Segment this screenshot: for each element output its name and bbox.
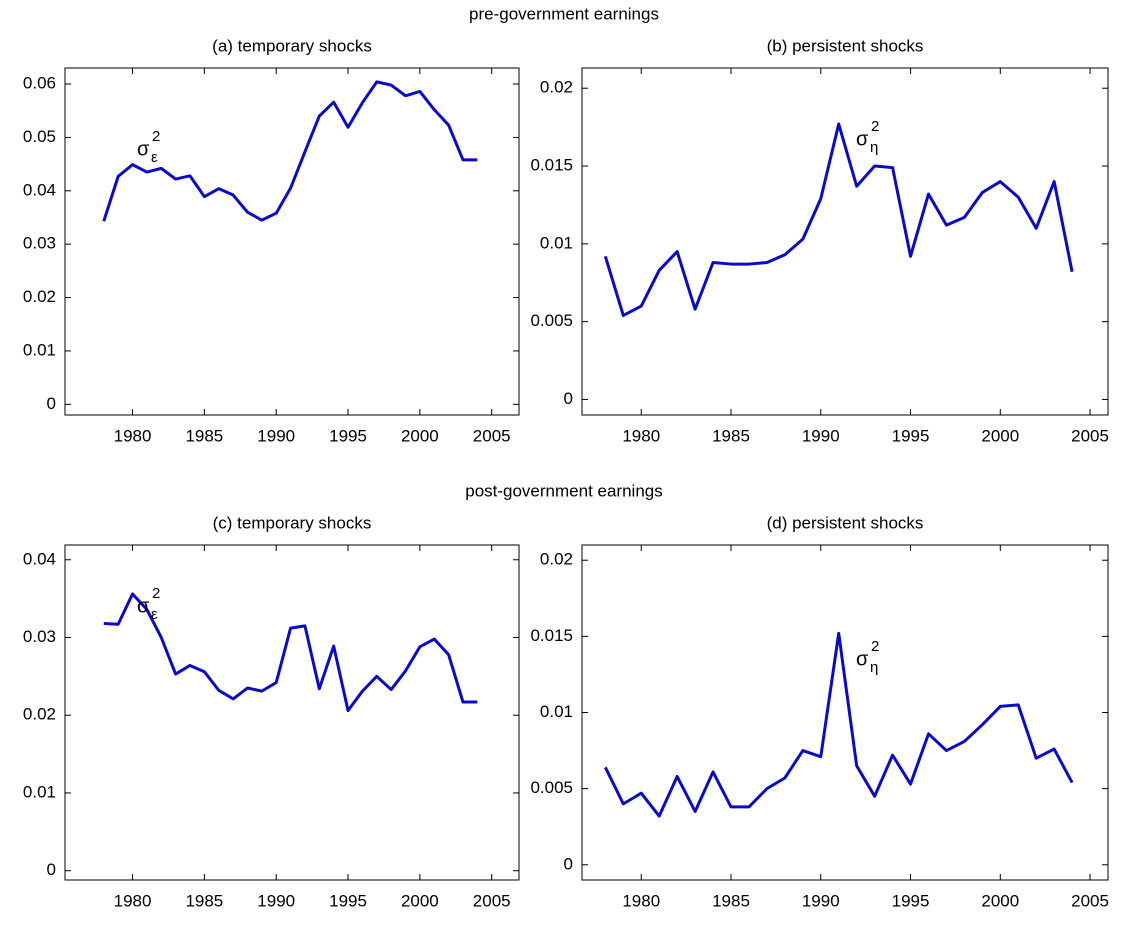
annotation-superscript: 2	[871, 638, 879, 655]
x-tick-label: 1985	[712, 426, 750, 445]
chart-title: (b) persistent shocks	[767, 36, 924, 55]
y-tick-label: 0.01	[540, 233, 573, 252]
x-tick-label: 1985	[712, 891, 750, 910]
y-tick-label: 0.005	[530, 311, 573, 330]
y-tick-label: 0.015	[530, 156, 573, 175]
x-tick-label: 2005	[473, 891, 511, 910]
y-tick-label: 0.005	[530, 778, 573, 797]
x-tick-label: 2005	[1071, 891, 1109, 910]
x-tick-label: 1995	[329, 891, 367, 910]
y-tick-label: 0	[47, 860, 56, 879]
annotation-superscript: 2	[871, 118, 879, 135]
y-tick-label: 0.02	[540, 550, 573, 569]
data-line	[103, 592, 478, 713]
y-tick-label: 0	[47, 394, 56, 413]
y-tick-label: 0.06	[23, 73, 56, 92]
plot-frame	[581, 67, 1109, 416]
chart-title: (c) temporary shocks	[213, 513, 372, 532]
annotation: σ	[856, 128, 869, 150]
y-tick-label: 0.04	[23, 180, 56, 199]
section-heading: post-government earnings	[465, 481, 663, 500]
x-tick-label: 1980	[622, 426, 660, 445]
annotation-subscript: ε	[151, 606, 158, 623]
annotation-superscript: 2	[152, 585, 160, 602]
x-tick-label: 1990	[257, 426, 295, 445]
y-tick-label: 0.05	[23, 127, 56, 146]
data-line	[603, 122, 1074, 317]
x-tick-label: 1995	[329, 426, 367, 445]
y-tick-label: 0.04	[23, 549, 56, 568]
plot-frame	[64, 544, 520, 881]
annotation: σ	[137, 595, 150, 617]
annotation-subscript: η	[870, 139, 878, 156]
x-tick-label: 2000	[401, 426, 439, 445]
y-tick-label: 0.03	[23, 234, 56, 253]
x-tick-label: 1980	[622, 891, 660, 910]
annotation-subscript: ε	[151, 149, 158, 166]
y-tick-label: 0.01	[23, 340, 56, 359]
annotation: σ	[856, 648, 869, 670]
x-tick-label: 1990	[802, 891, 840, 910]
plot-frame	[64, 67, 520, 416]
chart-title: (a) temporary shocks	[212, 36, 372, 55]
annotation-superscript: 2	[152, 128, 160, 145]
x-tick-label: 1985	[185, 426, 223, 445]
x-tick-label: 1985	[185, 891, 223, 910]
x-tick-label: 2005	[473, 426, 511, 445]
y-tick-label: 0.02	[540, 78, 573, 97]
x-tick-label: 2005	[1071, 426, 1109, 445]
x-tick-label: 1980	[114, 891, 152, 910]
chart-title: (d) persistent shocks	[767, 513, 924, 532]
x-tick-label: 1995	[892, 891, 930, 910]
y-tick-label: 0.015	[530, 626, 573, 645]
y-tick-label: 0.02	[23, 287, 56, 306]
data-line	[603, 631, 1074, 818]
x-tick-label: 1990	[802, 426, 840, 445]
y-tick-label: 0.01	[540, 702, 573, 721]
data-line	[102, 80, 478, 222]
section-heading: pre-government earnings	[469, 4, 659, 23]
annotation-subscript: η	[870, 659, 878, 676]
plot-frame	[581, 544, 1109, 881]
y-tick-label: 0.02	[23, 705, 56, 724]
x-tick-label: 1990	[257, 891, 295, 910]
y-tick-label: 0.03	[23, 627, 56, 646]
x-tick-label: 2000	[981, 891, 1019, 910]
annotation: σ	[137, 138, 150, 160]
y-tick-label: 0	[564, 854, 573, 873]
x-tick-label: 2000	[981, 426, 1019, 445]
x-tick-label: 1995	[892, 426, 930, 445]
x-tick-label: 2000	[401, 891, 439, 910]
y-tick-label: 0.01	[23, 782, 56, 801]
y-tick-label: 0	[564, 389, 573, 408]
x-tick-label: 1980	[114, 426, 152, 445]
